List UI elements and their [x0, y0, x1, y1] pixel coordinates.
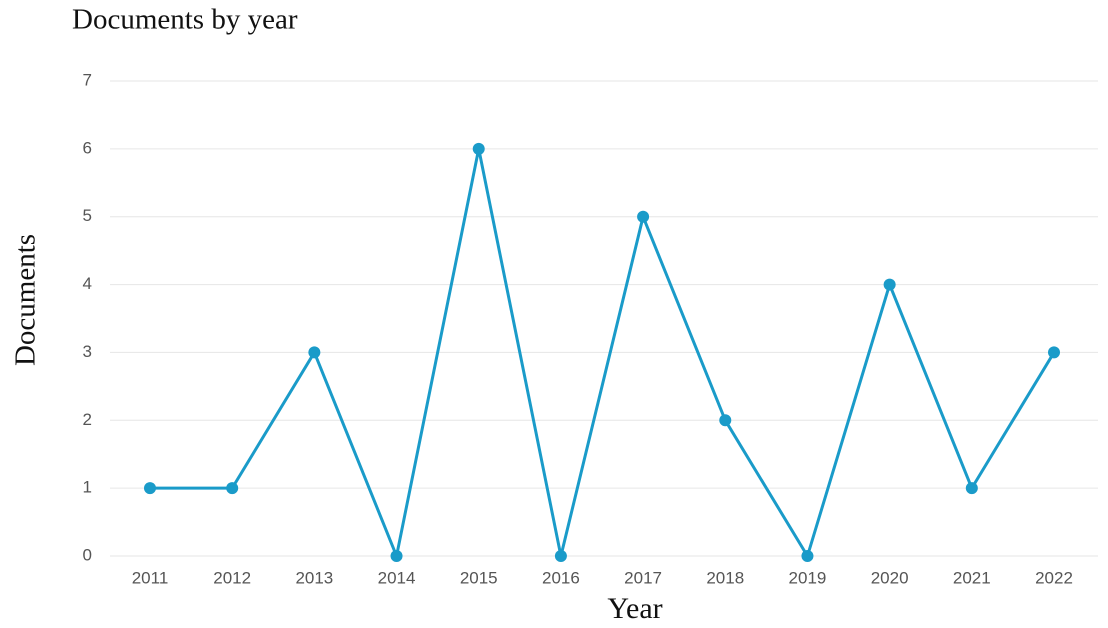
data-line — [150, 147, 1056, 558]
x-tick-label: 2018 — [706, 568, 744, 587]
x-tick-label: 2011 — [132, 568, 169, 587]
x-tick-label: 2016 — [542, 568, 580, 587]
x-axis-label: Year — [607, 592, 662, 625]
data-point — [637, 210, 650, 223]
x-tick-label: 2017 — [624, 568, 662, 587]
x-tick-label: 2021 — [953, 568, 991, 587]
data-point — [801, 550, 814, 562]
x-tick-label: 2012 — [213, 568, 251, 587]
data-point — [965, 482, 978, 495]
y-tick-label: 6 — [83, 138, 92, 157]
x-tick-label: 2020 — [871, 568, 909, 587]
y-tick-label: 1 — [83, 478, 92, 497]
x-tick-label: 2015 — [460, 568, 498, 587]
x-tick-label: 2022 — [1035, 568, 1073, 587]
data-point — [1048, 346, 1060, 359]
y-axis-label: Documents — [10, 234, 42, 366]
data-point — [554, 550, 567, 562]
data-point — [226, 482, 239, 495]
y-tick-label: 2 — [83, 410, 92, 429]
data-point — [308, 346, 321, 359]
y-tick-label: 3 — [83, 342, 92, 361]
data-point — [719, 414, 732, 427]
chart-title: Documents by year — [72, 4, 298, 36]
data-point — [390, 550, 403, 562]
y-tick-label: 0 — [83, 545, 92, 564]
y-tick-label: 7 — [83, 70, 92, 89]
y-tick-label: 4 — [83, 274, 92, 293]
x-tick-label: 2014 — [378, 568, 416, 587]
data-point — [472, 142, 485, 155]
x-tick-label: 2019 — [789, 568, 827, 587]
x-tick-label: 2013 — [295, 568, 333, 587]
data-point — [883, 278, 896, 291]
data-point — [144, 482, 156, 495]
y-tick-label: 5 — [83, 206, 92, 225]
